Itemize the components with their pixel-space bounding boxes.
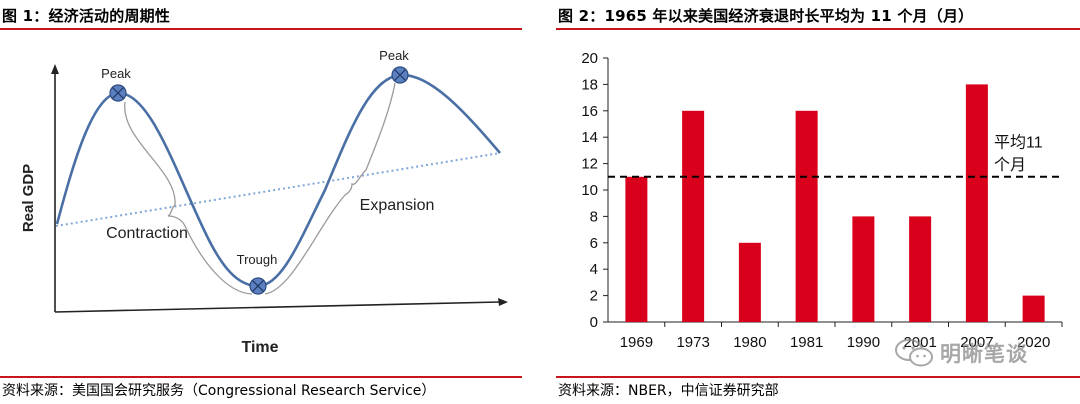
y-tick-label: 20 [581, 50, 598, 67]
y-tick-label: 6 [590, 235, 598, 252]
bar-2001 [909, 216, 932, 322]
x-tick-label: 2020 [1017, 334, 1050, 351]
y-tick-label: 16 [581, 103, 598, 120]
y-tick-label: 8 [590, 208, 598, 225]
bar-1981 [795, 110, 818, 322]
x-tick-label: 2001 [903, 334, 936, 351]
right-source: 资料来源：NBER，中信证券研究部 [558, 383, 779, 399]
contraction-label: Contraction [106, 225, 188, 242]
recession-duration-chart: 0 2 4 6 8 10 12 14 16 18 20 1969 1973 1980 1981 1990 20… [581, 50, 1063, 351]
right-top-rule [556, 28, 1080, 30]
average-line-group: 平均11 个月 [608, 133, 1062, 178]
x-axis [54, 301, 501, 313]
expansion-bracket [264, 82, 396, 295]
peak-marker-1 [109, 84, 127, 102]
y-tick-label: 18 [581, 76, 598, 93]
trough-marker [249, 277, 267, 295]
bars [625, 84, 1045, 323]
y-tick-label: 14 [581, 129, 598, 146]
y-tick-label: 12 [581, 156, 598, 173]
bar-1980 [738, 242, 761, 322]
contraction-bracket [124, 101, 253, 295]
bar-2020 [1022, 295, 1045, 322]
x-tick-label: 1969 [620, 334, 653, 351]
right-panel: 图 2：1965 年以来美国经济衰退时长平均为 11 个月（月） 0 2 4 6 8 10… [556, 0, 1080, 404]
business-cycle-curve [55, 73, 501, 288]
y-axis-arrow [51, 64, 59, 74]
peak-label-2: Peak [379, 48, 409, 63]
bar-1990 [852, 216, 875, 322]
right-bottom-rule [556, 376, 1080, 378]
left-source: 资料来源：美国国会研究服务（Congressional Research Ser… [2, 383, 436, 399]
x-tick-label: 1973 [676, 334, 709, 351]
business-cycle-diagram: Peak Peak Trough Contraction Expansion T… [20, 48, 508, 356]
left-panel: 图 1：经济活动的周期性 Peak Peak Trough [0, 0, 522, 404]
y-tick-label: 4 [590, 261, 598, 278]
right-figure-title: 图 2：1965 年以来美国经济衰退时长平均为 11 个月（月） [558, 7, 974, 25]
y-tick-label: 2 [590, 288, 598, 305]
watermark: 明晰笔谈 [894, 338, 1028, 368]
trough-label: Trough [237, 252, 278, 267]
left-bottom-rule [0, 376, 522, 378]
x-tick-label: 2007 [960, 334, 993, 351]
average-label-line2: 个月 [994, 156, 1026, 174]
peak-marker-2 [391, 66, 409, 84]
x-tick-label: 1980 [733, 334, 766, 351]
y-tick-label: 10 [581, 182, 598, 199]
trend-line [55, 152, 501, 227]
peak-label-1: Peak [101, 66, 131, 81]
x-tick-labels: 1969 1973 1980 1981 1990 2001 2007 2020 [620, 322, 1063, 351]
left-top-rule [0, 28, 522, 30]
y-tick-label: 0 [590, 314, 598, 331]
y-ticks: 0 2 4 6 8 10 12 14 16 18 20 [581, 50, 1062, 331]
bar-2007 [965, 84, 988, 323]
average-label-line1: 平均11 [994, 133, 1043, 151]
y-axis-title: Real GDP [20, 164, 37, 232]
left-figure-title: 图 1：经济活动的周期性 [2, 7, 171, 25]
wechat-icon [895, 339, 933, 367]
watermark-text: 明晰笔谈 [940, 342, 1028, 366]
expansion-label: Expansion [360, 197, 435, 214]
x-axis-arrow [498, 298, 508, 306]
bar-1973 [682, 110, 705, 322]
x-tick-label: 1990 [847, 334, 880, 351]
x-axis-title: Time [241, 339, 278, 356]
x-tick-label: 1981 [790, 334, 823, 351]
bar-1969 [625, 176, 648, 322]
